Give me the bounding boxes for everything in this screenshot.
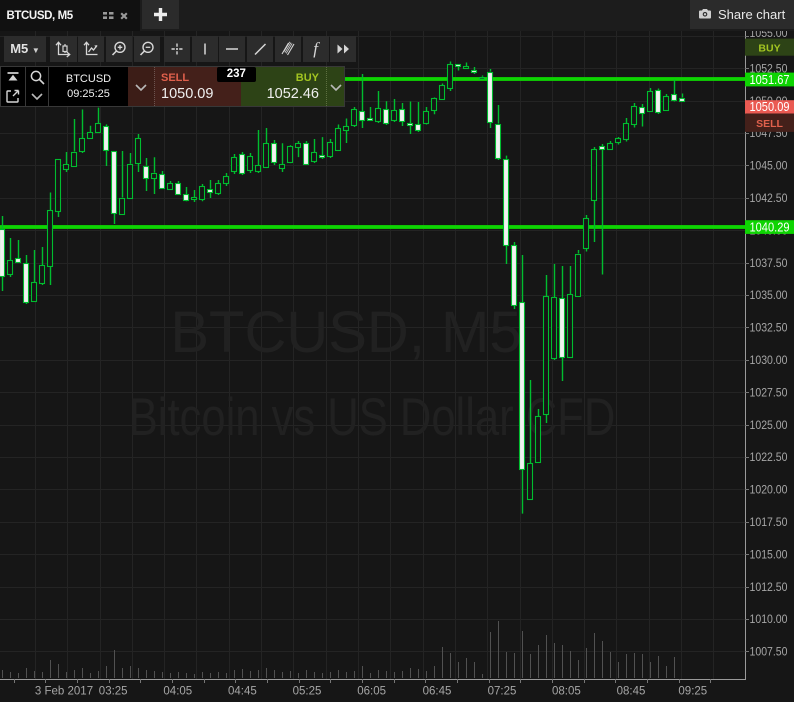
svg-text:1035.00: 1035.00 [750,288,788,302]
svg-text:06:45: 06:45 [423,686,452,698]
svg-text:1030.00: 1030.00 [750,353,788,367]
svg-text:07:25: 07:25 [488,686,517,698]
svg-text:09:25: 09:25 [678,686,707,698]
svg-text:1045.00: 1045.00 [750,159,788,173]
svg-text:3 Feb 2017: 3 Feb 2017 [35,686,93,698]
svg-text:06:05: 06:05 [357,686,386,698]
svg-text:1022.50: 1022.50 [750,450,788,464]
svg-text:04:05: 04:05 [163,686,192,698]
svg-text:1017.50: 1017.50 [750,515,788,529]
svg-text:1007.50: 1007.50 [750,645,788,659]
svg-text:1027.50: 1027.50 [750,385,788,399]
svg-text:08:45: 08:45 [617,686,646,698]
svg-text:1012.50: 1012.50 [750,580,788,594]
svg-text:1050.09: 1050.09 [750,100,790,114]
svg-text:08:05: 08:05 [552,686,581,698]
svg-text:1015.00: 1015.00 [750,547,788,561]
svg-text:BTCUSD, M5: BTCUSD, M5 [170,300,521,365]
svg-text:Bitcoin vs US Dollar CFD: Bitcoin vs US Dollar CFD [129,388,616,447]
svg-text:1010.00: 1010.00 [750,612,788,626]
svg-text:SELL: SELL [756,118,783,130]
svg-text:1042.50: 1042.50 [750,191,788,205]
svg-text:04:45: 04:45 [228,686,257,698]
svg-text:05:25: 05:25 [293,686,322,698]
svg-text:1040.29: 1040.29 [750,220,790,234]
svg-text:1020.00: 1020.00 [750,483,788,497]
svg-text:1025.00: 1025.00 [750,418,788,432]
svg-text:1037.50: 1037.50 [750,256,788,270]
svg-text:1052.50: 1052.50 [750,61,788,75]
svg-text:BUY: BUY [758,43,780,55]
svg-text:03:25: 03:25 [99,686,128,698]
svg-text:1051.67: 1051.67 [750,73,790,87]
svg-text:1032.50: 1032.50 [750,321,788,335]
